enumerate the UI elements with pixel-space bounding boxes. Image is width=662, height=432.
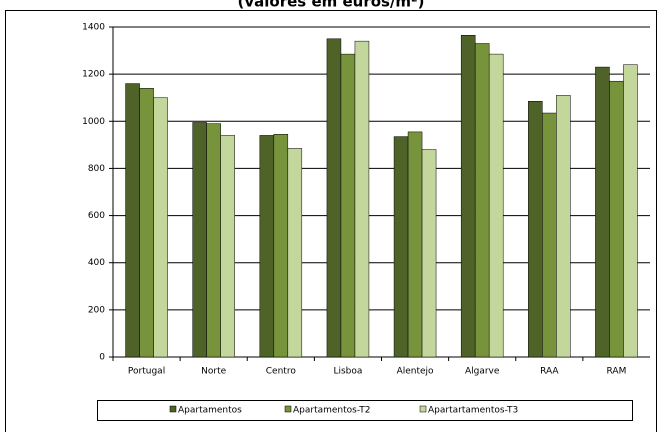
- bar: [273, 134, 289, 358]
- bar: [595, 66, 610, 358]
- bar: [192, 122, 207, 358]
- legend-swatch: [169, 405, 177, 413]
- y-tick-label: 800: [88, 164, 105, 174]
- bar: [206, 123, 221, 358]
- x-tick-label: Portugal: [128, 367, 165, 377]
- y-tick-label: 1400: [82, 23, 105, 33]
- x-tick-label: Alentejo: [397, 367, 434, 377]
- bar: [609, 80, 624, 358]
- legend-swatch: [419, 405, 427, 413]
- y-tick-label: 200: [88, 305, 105, 315]
- x-tick-label: Lisboa: [333, 367, 362, 377]
- y-tick-label: 600: [88, 211, 105, 221]
- bar: [393, 136, 409, 358]
- bar: [220, 135, 235, 358]
- bar: [474, 43, 490, 358]
- bar: [488, 53, 504, 358]
- legend-label: Apartamentos: [178, 406, 242, 416]
- x-tick-label: Centro: [266, 367, 297, 377]
- legend-swatch: [284, 405, 292, 413]
- x-tick-label: RAA: [540, 367, 559, 377]
- bar: [139, 88, 154, 358]
- bar: [340, 53, 356, 358]
- bar: [153, 97, 168, 358]
- chart-title: (valores em euros/m²): [238, 0, 425, 11]
- y-tick-label: 0: [99, 353, 105, 363]
- legend-label: Apartamentos-T2: [293, 406, 371, 416]
- y-tick-label: 400: [88, 258, 105, 268]
- bar: [125, 83, 140, 358]
- bar: [460, 35, 476, 358]
- x-tick-label: Norte: [201, 367, 226, 377]
- bar: [623, 64, 638, 358]
- x-tick-label: Algarve: [465, 367, 500, 377]
- legend-label: Apartartamentos-T3: [428, 406, 518, 416]
- y-tick-label: 1000: [82, 117, 105, 127]
- y-tick-label: 1200: [82, 70, 105, 80]
- bar: [542, 112, 557, 358]
- bar: [354, 40, 370, 358]
- bar: [421, 149, 437, 358]
- legend-box: [97, 400, 633, 421]
- bar: [287, 148, 303, 358]
- bar: [259, 135, 275, 358]
- bar: [407, 131, 423, 358]
- bar: [326, 38, 342, 358]
- bar: [528, 101, 543, 358]
- x-tick-label: RAM: [607, 367, 627, 377]
- bar: [556, 95, 571, 358]
